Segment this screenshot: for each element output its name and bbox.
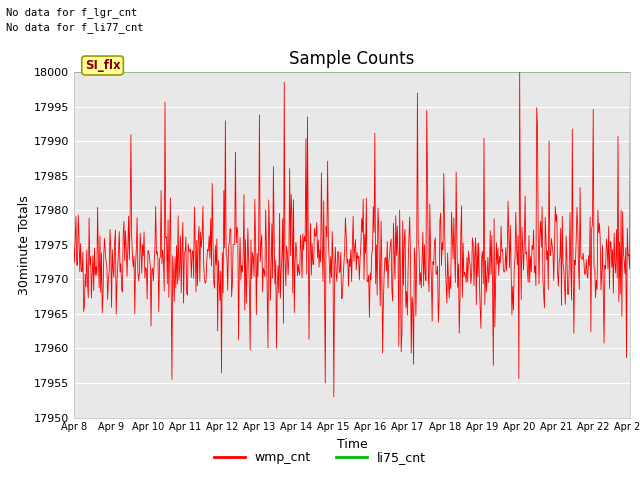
li75_cnt [223,69,231,75]
li75_cnt [137,69,145,75]
X-axis label: Time: Time [337,438,367,451]
wmp_cnt [516,69,524,75]
li75_cnt [70,69,77,75]
Y-axis label: 30minute Totals: 30minute Totals [17,195,31,295]
wmp_cnt [420,242,428,248]
Line: wmp_cnt: wmp_cnt [74,72,630,397]
li75_cnt [194,69,202,75]
wmp_cnt [137,247,145,252]
li75_cnt [627,69,634,75]
li75_cnt [80,69,88,75]
Text: No data for f_lgr_cnt: No data for f_lgr_cnt [6,7,138,18]
Text: No data for f_li77_cnt: No data for f_li77_cnt [6,22,144,33]
li75_cnt [420,69,428,75]
wmp_cnt [627,89,634,95]
Legend: wmp_cnt, li75_cnt: wmp_cnt, li75_cnt [209,446,431,469]
wmp_cnt [223,254,231,260]
wmp_cnt [70,242,77,248]
li75_cnt [436,69,444,75]
wmp_cnt [330,394,338,400]
Title: Sample Counts: Sample Counts [289,49,415,68]
wmp_cnt [80,309,88,314]
wmp_cnt [194,283,202,288]
wmp_cnt [437,210,445,216]
Text: SI_flx: SI_flx [84,59,120,72]
